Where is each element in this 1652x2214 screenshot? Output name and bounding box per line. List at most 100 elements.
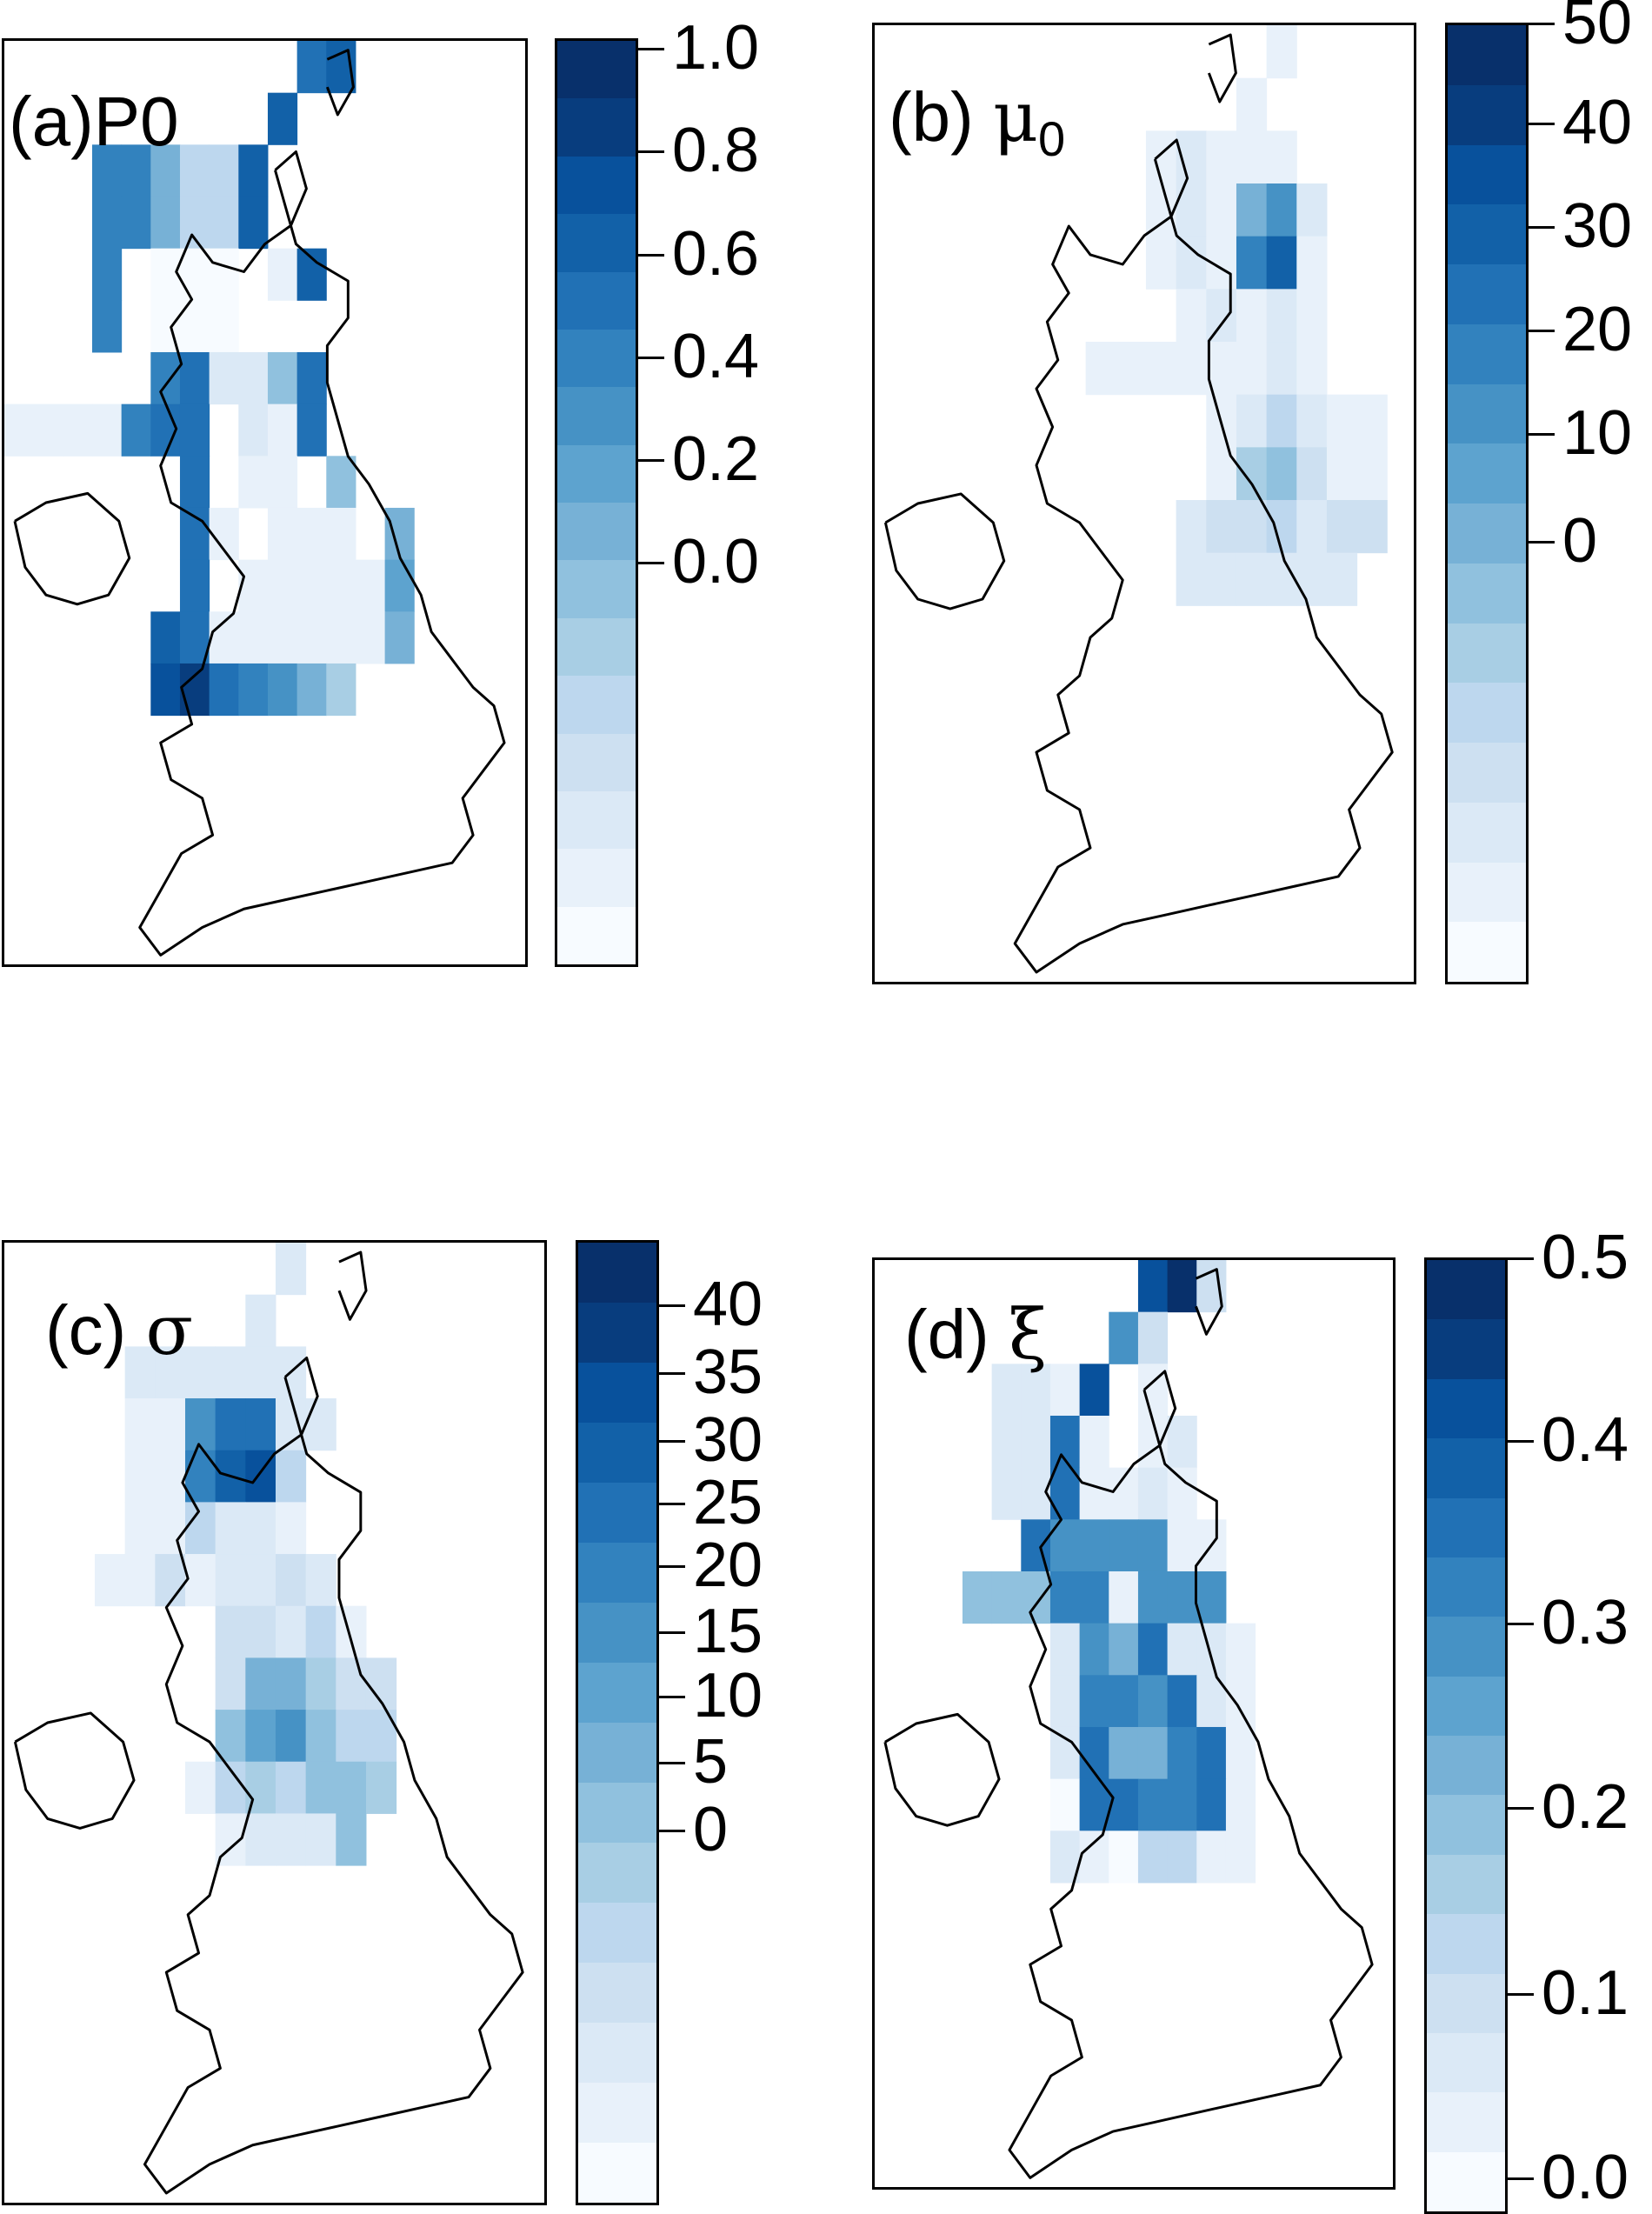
grid-cell	[1145, 236, 1177, 290]
colorbar-segment	[1427, 1854, 1505, 1915]
grid-cell	[267, 92, 298, 145]
grid-cell	[91, 248, 123, 301]
colorbar-segment	[1448, 743, 1526, 804]
grid-cell	[209, 611, 239, 664]
colorbar-tick	[638, 150, 664, 153]
grid-cell	[94, 1554, 126, 1607]
grid-cell	[1167, 1831, 1197, 1884]
colorbar-segment	[578, 2143, 656, 2203]
grid-cell	[124, 1398, 156, 1451]
grid-cell	[275, 1813, 307, 1866]
grid-cell	[124, 1554, 156, 1607]
grid-cell	[275, 1605, 307, 1658]
panel-symbol-d: ξ	[1009, 1294, 1048, 1375]
grid-cell	[336, 1761, 367, 1814]
grid-cell	[1167, 1519, 1197, 1572]
grid-cell	[1145, 130, 1177, 184]
grid-cell	[1049, 1778, 1081, 1831]
grid-cell	[267, 248, 298, 301]
colorbar-tick	[1529, 541, 1555, 543]
colorbar-tick-label: 0.8	[672, 116, 760, 185]
panel-symbol-a: P0	[93, 83, 179, 160]
grid-cell	[1079, 1623, 1109, 1676]
colorbar-tick	[659, 1503, 685, 1505]
grid-cell	[1049, 1726, 1081, 1780]
grid-cell	[296, 611, 327, 664]
colorbar-tick-label: 0.6	[672, 219, 760, 289]
grid-cell	[326, 507, 356, 561]
grid-cell	[1176, 500, 1207, 554]
colorbar-segment	[1448, 204, 1526, 265]
colorbar-segment	[578, 2023, 656, 2084]
grid-cell	[150, 144, 181, 197]
grid-cell	[305, 1605, 336, 1658]
grid-cell	[1225, 1623, 1256, 1676]
colorbar-segment	[557, 733, 636, 792]
map-frame-b	[872, 23, 1416, 984]
grid-cell	[275, 1243, 307, 1296]
grid-cell	[1079, 1570, 1109, 1624]
colorbar-segment	[1427, 2092, 1505, 2153]
grid-cell	[1236, 183, 1268, 237]
colorbar-tick	[659, 1565, 685, 1568]
colorbar-segment	[578, 1783, 656, 1844]
grid-cell	[155, 1502, 186, 1555]
uk-coastline-map-d	[883, 1260, 1374, 2179]
colorbar-segment	[557, 906, 636, 964]
colorbar-tick	[659, 1696, 685, 1698]
grid-cell	[305, 1398, 336, 1451]
colorbar-segment	[578, 1843, 656, 1904]
grid-cell	[179, 403, 210, 457]
grid-cell	[1225, 1831, 1256, 1884]
grid-cell	[267, 611, 298, 664]
grid-cell	[209, 196, 239, 250]
colorbar-tick	[1529, 330, 1555, 332]
grid-cell	[326, 611, 356, 664]
grid-cell	[215, 1554, 246, 1607]
grid-cell	[179, 663, 210, 717]
panel-label-b: (b) μ0	[889, 83, 1065, 163]
grid-cell	[1326, 500, 1358, 554]
grid-cell	[267, 663, 298, 717]
colorbar-segment	[578, 1723, 656, 1784]
panel-letter-b: (b)	[889, 78, 974, 156]
grid-cell	[179, 559, 210, 612]
grid-cell	[209, 300, 239, 353]
grid-cell	[124, 1502, 156, 1555]
grid-cell	[1266, 130, 1297, 184]
grid-cell	[1021, 1570, 1051, 1624]
colorbar-tick-label: 25	[693, 1468, 763, 1537]
grid-cell	[267, 507, 298, 561]
grid-cell	[150, 196, 181, 250]
grid-cell	[1236, 77, 1268, 131]
grid-cell	[1167, 1570, 1197, 1624]
grid-cell	[267, 559, 298, 612]
grid-cell	[1079, 1415, 1109, 1469]
grid-cell	[305, 1657, 336, 1711]
grid-cell	[179, 144, 210, 197]
grid-cell	[245, 1657, 276, 1711]
grid-cell	[245, 1710, 276, 1763]
grid-cell	[1167, 1260, 1197, 1313]
grid-cell	[1236, 289, 1268, 343]
grid-cell	[209, 351, 239, 405]
colorbar-segment	[578, 1423, 656, 1484]
colorbar-segment	[1448, 264, 1526, 325]
colorbar-segment	[557, 790, 636, 850]
panel-subscript-b: 0	[1038, 111, 1066, 166]
colorbar-segment	[578, 1663, 656, 1724]
panel-letter-a: (a)	[9, 83, 94, 160]
colorbar-segment	[557, 156, 636, 215]
grid-cell	[209, 144, 239, 197]
grid-cell	[245, 1346, 276, 1399]
colorbar-segment	[557, 41, 636, 99]
grid-cell	[1167, 1778, 1197, 1831]
grid-cell	[155, 1346, 186, 1399]
grid-cell	[215, 1605, 246, 1658]
colorbar-tick-label: 35	[693, 1337, 763, 1407]
colorbar-tick-label: 50	[1562, 0, 1633, 57]
grid-cell	[1167, 1675, 1197, 1728]
grid-cell	[1167, 1623, 1197, 1676]
grid-cell	[355, 611, 386, 664]
grid-cell	[1206, 447, 1237, 501]
